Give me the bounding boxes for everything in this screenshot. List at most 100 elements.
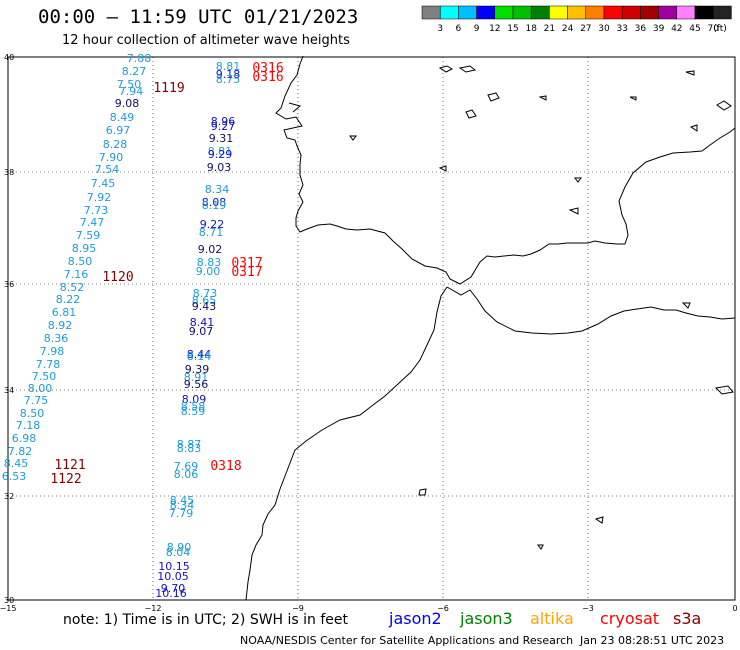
island [487,92,500,102]
swh-value: 8.34 [205,183,230,196]
swh-value: 9.31 [209,132,234,145]
island [418,488,427,496]
island [465,109,477,119]
page-title: 00:00 – 11:59 UTC 01/21/2023 [38,6,359,28]
x-tick-label: 0 [732,604,737,613]
colorbar-label: 39 [653,24,665,34]
swh-value: 8.34 [170,499,195,512]
x-tick-label: −12 [145,604,162,613]
colorbar-label: 45 [689,24,700,34]
colorbar-label: 6 [456,24,462,34]
swh-value: 8.28 [103,138,128,151]
island [685,70,695,76]
swh-value: 8.36 [44,332,69,345]
swh-value: 8.81 [208,145,233,158]
time-label: 1120 [102,270,133,285]
swh-value: 9.00 [196,265,221,278]
swh-value: 7.16 [64,268,89,281]
swh-value: 6.81 [52,306,77,319]
swh-value: 7.98 [40,345,65,358]
swh-value: 8.14 [187,350,212,363]
legend-jason3: jason3 [460,609,513,628]
swh-value: 8.65 [192,294,217,307]
x-tick-label: −9 [292,604,304,613]
swh-value: 8.87 [177,438,202,451]
swh-value: 9.29 [208,148,233,161]
swh-value: 6.53 [2,470,27,483]
time-label: 0318 [210,459,241,474]
coastline-morocco-atlantic [245,286,448,601]
swh-value: 9.18 [216,68,241,81]
swh-value: 7.78 [36,358,61,371]
swh-value: 8.83 [197,256,222,269]
y-tick-label: 30 [4,596,14,605]
colorbar-label: 27 [580,24,591,34]
swh-value: 7.75 [24,394,49,407]
swh-value: 7.69 [174,460,199,473]
coastline-tagus [288,102,302,113]
y-tick-label: 34 [4,386,14,395]
colorbar-label: 33 [616,24,627,34]
time-label: 0316 [252,61,283,76]
swh-value: 8.83 [177,442,202,455]
swh-value: 7.79 [169,507,194,520]
swh-value: 7.59 [76,229,101,242]
colorbar-label: 42 [671,24,682,34]
swh-value: 9.27 [211,120,236,133]
page-subtitle: 12 hour collection of altimeter wave hei… [62,33,350,48]
swh-value: 8.96 [211,115,236,128]
swh-value: 8.22 [56,293,81,306]
swh-value: 7.73 [84,204,109,217]
time-label: 1122 [50,472,81,487]
time-label: 0317 [231,256,262,271]
footer-timestamp: Jan 23 08:28:51 UTC 2023 [580,634,725,647]
footer-credit: NOAA/NESDIS Center for Satellite Applica… [240,634,574,647]
colorbar-label: 21 [544,24,555,34]
colorbar-label: 36 [635,24,647,34]
colorbar-label: 70 [707,24,719,34]
swh-value: 8.95 [72,242,97,255]
swh-value: 8.50 [20,407,45,420]
swh-value: 8.00 [28,382,53,395]
swh-value: 8.58 [181,400,206,413]
swh-value: 8.41 [190,316,215,329]
swh-value: 8.52 [60,281,85,294]
swh-value: 8.04 [166,546,191,559]
map-frame [7,56,736,601]
swh-value: 10.16 [155,587,187,600]
y-tick-label: 32 [4,492,14,501]
swh-value: 8.90 [167,541,192,554]
coastline [245,55,736,601]
colorbar-label: 9 [474,24,480,34]
swh-value: 8.71 [199,226,224,239]
island [349,135,357,141]
swh-value: 7.45 [91,177,116,190]
coastline-north-africa [446,286,736,335]
swh-value: 8.45 [170,494,195,507]
note-text: note: 1) Time is in UTC; 2) SWH is in fe… [63,612,349,628]
swh-value: 9.70 [161,582,186,595]
y-tick-label: 36 [4,280,14,289]
island [574,177,582,183]
swh-value: 8.06 [174,468,199,481]
island [716,100,732,111]
swh-value: 8.49 [110,111,135,124]
swh-value: 8.75 [216,73,241,86]
island [594,516,604,524]
island [568,207,579,215]
time-label: 0316 [252,70,283,85]
legend-s3a: s3a [673,609,702,628]
colorbar-label: 24 [562,24,574,34]
x-tick-label: −3 [582,604,594,613]
x-tick-label: −6 [437,604,449,613]
island [689,124,698,132]
colorbar-swatch [712,5,732,20]
island [537,544,544,550]
swh-value: 7.90 [99,151,124,164]
swh-value: 7.47 [80,216,105,229]
swh-value: 7.92 [87,191,112,204]
swh-value: 8.44 [187,348,212,361]
swh-value: 7.94 [119,85,144,98]
coastline-iberia [275,55,736,285]
